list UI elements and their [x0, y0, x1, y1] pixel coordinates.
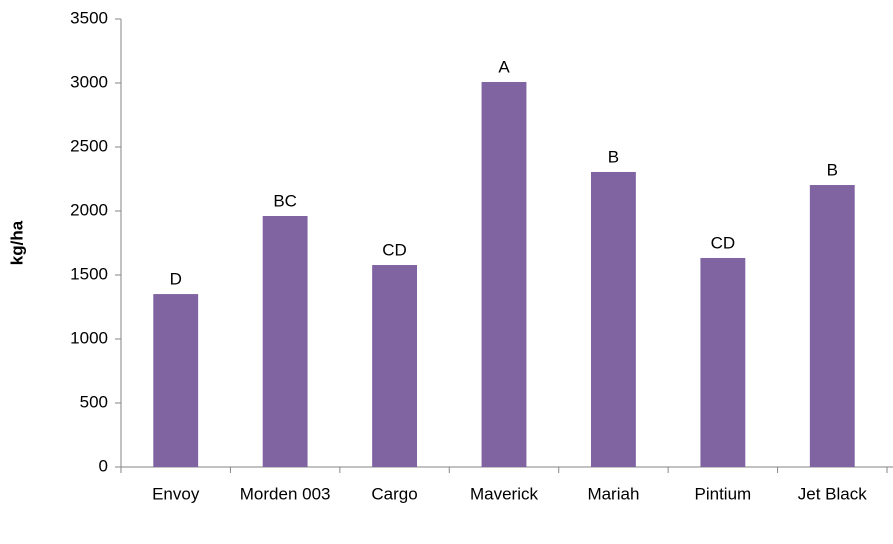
y-tick-label: 1500 [70, 264, 108, 283]
bar [809, 185, 855, 468]
y-axis-label: kg/ha [7, 220, 26, 265]
bar-annotation: CD [711, 233, 736, 252]
bar-annotation: BC [273, 191, 297, 210]
bar [262, 215, 308, 467]
bar [590, 171, 636, 467]
bar [481, 81, 527, 467]
x-tick-label: Jet Black [798, 484, 867, 503]
y-tick-label: 500 [80, 392, 108, 411]
bar-annotation: CD [382, 241, 407, 260]
y-tick-label: 0 [99, 456, 108, 475]
x-tick-label: Mariah [587, 484, 639, 503]
y-tick-label: 3000 [70, 72, 108, 91]
bar-annotation: D [170, 270, 182, 289]
x-tick-label: Pintium [695, 484, 752, 503]
x-tick-label: Maverick [470, 484, 539, 503]
bar [372, 265, 418, 467]
x-tick-label: Cargo [371, 484, 417, 503]
bar [700, 257, 746, 467]
bar [153, 294, 199, 467]
y-tick-label: 3500 [70, 8, 108, 27]
bar-annotation: A [498, 57, 510, 76]
bar-annotation: B [608, 147, 619, 166]
x-tick-label: Morden 003 [240, 484, 331, 503]
y-tick-label: 2000 [70, 200, 108, 219]
bar-annotation: B [827, 161, 838, 180]
y-tick-label: 1000 [70, 328, 108, 347]
y-tick-label: 2500 [70, 136, 108, 155]
x-tick-label: Envoy [152, 484, 200, 503]
